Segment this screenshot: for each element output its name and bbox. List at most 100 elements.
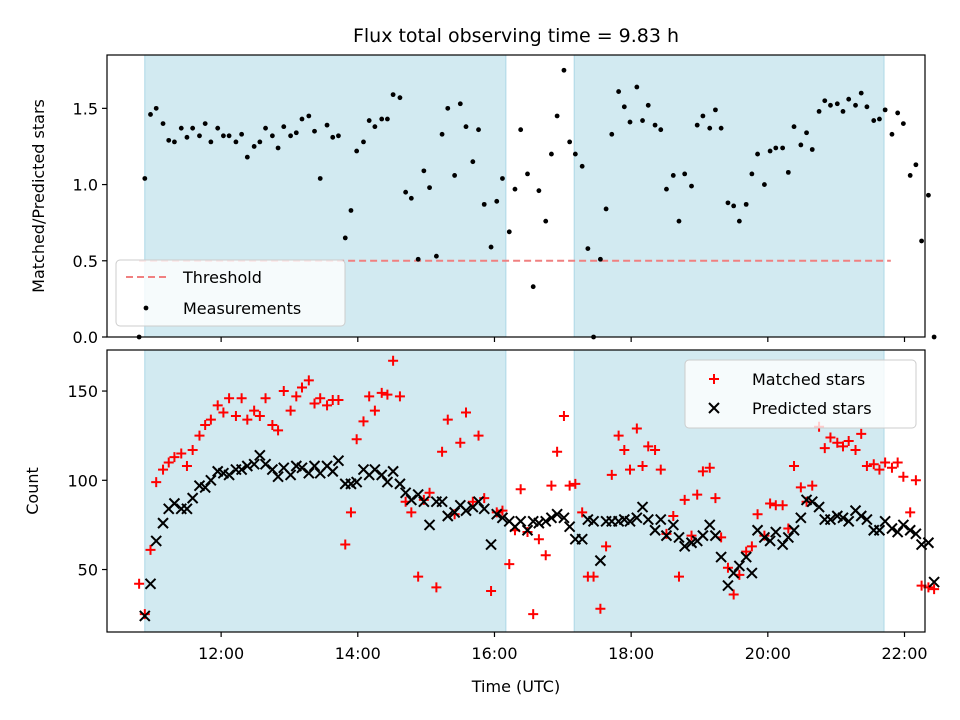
- measurement-point: [762, 182, 767, 187]
- matched-star-point: [643, 441, 654, 452]
- measurement-point: [445, 105, 451, 111]
- measurement-point: [288, 133, 294, 139]
- measurement-point: [269, 133, 275, 139]
- x-tick-label: 18:00: [608, 644, 654, 663]
- measurement-point: [816, 109, 822, 114]
- predicted-star-point: [704, 519, 716, 531]
- measurement-point: [640, 118, 645, 123]
- measurement-point: [348, 208, 354, 213]
- measurement-point: [846, 96, 852, 102]
- measurement-point: [567, 139, 573, 145]
- y-tick-label: 1.0: [73, 176, 98, 195]
- predicted-star-point: [576, 533, 588, 545]
- measurement-point: [579, 163, 585, 169]
- predicted-star-point: [563, 520, 576, 533]
- matched-star-point: [892, 457, 903, 468]
- legend-measurements-swatch: [143, 305, 149, 311]
- matched-star-point: [777, 500, 788, 511]
- legend-threshold-label: Threshold: [182, 268, 262, 287]
- measurement-point: [481, 201, 487, 207]
- predicted-star-point: [740, 551, 752, 563]
- predicted-star-point: [873, 524, 886, 536]
- predicted-star-point: [491, 508, 503, 520]
- matched-star-point: [697, 466, 708, 477]
- matched-star-point: [741, 546, 752, 557]
- legend-box: [684, 359, 917, 429]
- legend: Matched stars Predicted stars: [684, 359, 917, 429]
- predicted-star-point: [813, 501, 825, 513]
- predicted-star-point: [715, 551, 727, 563]
- measurement-point: [415, 256, 421, 262]
- matched-star-point: [752, 509, 763, 520]
- matched-star-point: [679, 494, 690, 505]
- matched-star-point: [558, 411, 569, 422]
- predicted-star-point: [139, 610, 151, 622]
- measurement-point: [603, 206, 609, 212]
- matched-star-point: [880, 457, 891, 468]
- matched-star-point: [249, 405, 260, 416]
- matched-star-point: [861, 461, 872, 472]
- matched-star-point: [801, 496, 812, 507]
- matched-star-point: [382, 389, 393, 400]
- measurement-point: [293, 130, 299, 136]
- predicted-star-point: [436, 496, 448, 508]
- predicted-star-point: [399, 487, 412, 499]
- predicted-star-point: [259, 458, 272, 470]
- x-tick-label: 20:00: [745, 644, 791, 663]
- matched-star-point: [340, 539, 351, 550]
- predicted-star-point: [448, 506, 461, 519]
- matched-star-point: [242, 414, 253, 425]
- matched-star-point: [369, 405, 380, 416]
- predicted-star-point: [157, 517, 169, 529]
- measurement-point: [658, 127, 664, 133]
- predicted-star-point: [472, 496, 485, 508]
- predicted-star-point: [248, 458, 260, 470]
- measurement-point: [275, 145, 281, 151]
- measurement-point: [372, 124, 378, 130]
- measurement-point: [664, 186, 669, 192]
- ratio-panel: 0.0 0.5 1.0 1.5 Matched/Predicted stars Thres…: [29, 54, 937, 347]
- predicted-star-point: [891, 526, 904, 538]
- matched-star-point: [278, 386, 289, 397]
- matched-star-point: [176, 448, 187, 459]
- predicted-star-point: [746, 567, 758, 579]
- predicted-star-point: [782, 531, 795, 544]
- y-tick-label: 50: [78, 561, 98, 580]
- measurement-point: [408, 195, 414, 201]
- predicted-star-point: [144, 578, 157, 590]
- matched-star-point: [254, 411, 265, 422]
- x-axis-label: Time (UTC): [471, 677, 560, 696]
- matched-star-point: [515, 484, 526, 495]
- matched-star-point: [595, 603, 606, 614]
- measurement-point: [858, 90, 864, 96]
- observing-window-1: [144, 350, 506, 632]
- measurement-point: [645, 102, 651, 108]
- measurement-point: [512, 186, 518, 192]
- measurement-point: [749, 171, 755, 177]
- measurement-point: [926, 192, 931, 198]
- matched-star-point: [601, 541, 612, 552]
- measurement-point: [257, 139, 263, 145]
- predicted-star-point: [485, 538, 497, 551]
- predicted-star-point: [533, 517, 545, 529]
- matched-star-point: [577, 507, 588, 518]
- matched-star-point: [431, 582, 442, 593]
- matched-star-point: [358, 416, 369, 427]
- matched-star-point: [668, 510, 679, 521]
- predicted-star-point: [855, 510, 867, 522]
- measurement-point: [470, 159, 476, 165]
- matched-star-point: [832, 437, 843, 448]
- measurement-point: [864, 104, 870, 110]
- legend: Threshold Measurements: [115, 259, 346, 327]
- matched-star-point: [236, 393, 247, 404]
- matched-star-point: [187, 444, 198, 455]
- legend-predicted-swatch: [708, 402, 720, 414]
- matched-star-point: [455, 437, 466, 448]
- measurement-point: [621, 104, 627, 110]
- x-tick-label: 16:00: [471, 644, 517, 663]
- measurement-point: [822, 98, 828, 104]
- measurement-point: [336, 133, 341, 139]
- predicted-star-point: [709, 529, 722, 542]
- measurement-point: [354, 148, 360, 154]
- predicted-star-point: [910, 528, 922, 540]
